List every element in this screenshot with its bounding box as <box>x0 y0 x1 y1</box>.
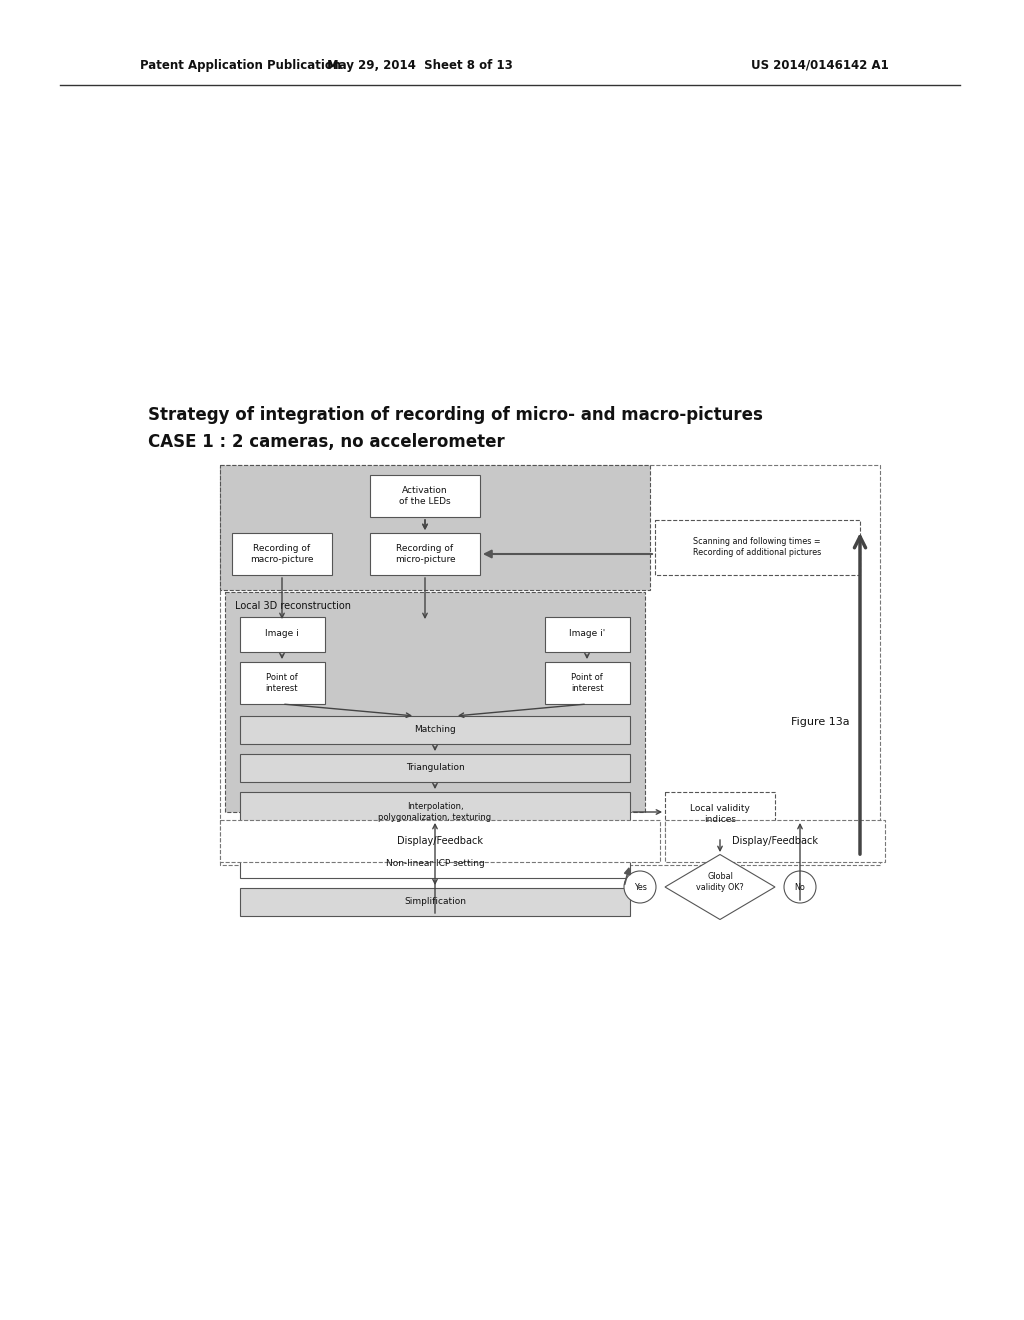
Text: Display/Feedback: Display/Feedback <box>397 836 483 846</box>
Text: Point of
interest: Point of interest <box>570 673 603 693</box>
Text: Matching: Matching <box>414 726 456 734</box>
Text: Scanning and following times =
Recording of additional pictures: Scanning and following times = Recording… <box>693 537 821 557</box>
Bar <box>545 663 630 704</box>
Text: Local 3D reconstruction: Local 3D reconstruction <box>234 601 351 611</box>
Bar <box>240 663 325 704</box>
Text: CASE 1 : 2 cameras, no accelerometer: CASE 1 : 2 cameras, no accelerometer <box>148 433 505 451</box>
Text: Patent Application Publication: Patent Application Publication <box>140 58 341 71</box>
Bar <box>370 533 480 576</box>
Text: Recording of
macro-picture: Recording of macro-picture <box>250 544 313 564</box>
Text: Triangulation: Triangulation <box>406 763 464 772</box>
Text: Strategy of integration of recording of micro- and macro-pictures: Strategy of integration of recording of … <box>148 407 763 424</box>
Text: Figure 13a: Figure 13a <box>791 717 849 727</box>
Text: Recording of
micro-picture: Recording of micro-picture <box>394 544 456 564</box>
Bar <box>232 533 332 576</box>
Text: May 29, 2014  Sheet 8 of 13: May 29, 2014 Sheet 8 of 13 <box>327 58 513 71</box>
Text: Simplification: Simplification <box>404 898 466 907</box>
Polygon shape <box>665 854 775 920</box>
Bar <box>220 465 650 590</box>
Bar <box>665 792 775 837</box>
Bar <box>240 715 630 744</box>
Text: Activation
of the LEDs: Activation of the LEDs <box>399 486 451 506</box>
Text: Image i': Image i' <box>569 630 605 639</box>
Text: Global
validity OK?: Global validity OK? <box>696 873 743 892</box>
Text: Point of
interest: Point of interest <box>266 673 298 693</box>
Text: No: No <box>795 883 806 891</box>
Bar <box>220 820 660 862</box>
Bar <box>225 591 645 812</box>
Bar <box>240 888 630 916</box>
Circle shape <box>784 871 816 903</box>
Bar <box>370 475 480 517</box>
Bar <box>240 754 630 781</box>
Bar <box>240 616 325 652</box>
Bar <box>655 520 860 576</box>
Text: Local validity
indices: Local validity indices <box>690 804 750 824</box>
Text: Yes: Yes <box>634 883 646 891</box>
Bar <box>665 820 885 862</box>
Bar <box>240 850 630 878</box>
Text: US 2014/0146142 A1: US 2014/0146142 A1 <box>752 58 889 71</box>
Bar <box>240 792 630 832</box>
Text: Display/Feedback: Display/Feedback <box>732 836 818 846</box>
Circle shape <box>624 871 656 903</box>
Bar <box>545 616 630 652</box>
Text: Interpolation,
polygonalization, texturing: Interpolation, polygonalization, texturi… <box>379 803 492 821</box>
Text: Image i: Image i <box>265 630 299 639</box>
Bar <box>220 465 880 865</box>
Text: Non-linear ICP setting: Non-linear ICP setting <box>386 859 484 869</box>
